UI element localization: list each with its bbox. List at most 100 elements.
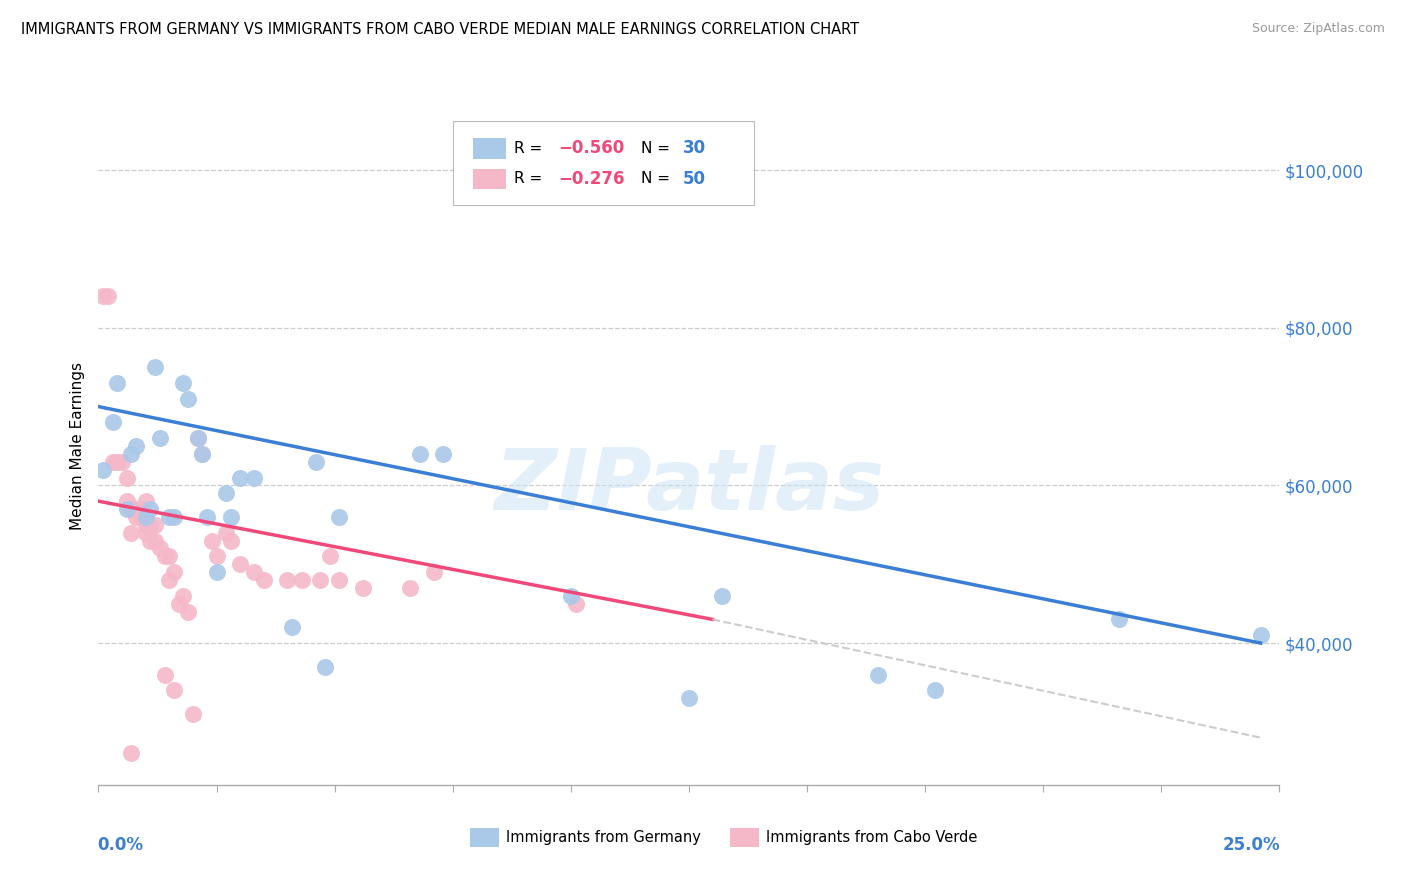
Text: 30: 30 xyxy=(683,139,706,157)
Point xyxy=(143,517,166,532)
Point xyxy=(281,620,304,634)
Point xyxy=(1250,628,1272,642)
Point xyxy=(172,376,194,390)
Point xyxy=(91,463,114,477)
Point xyxy=(866,667,889,681)
Point xyxy=(276,573,298,587)
Point xyxy=(219,533,242,548)
Point xyxy=(328,510,350,524)
Point xyxy=(215,486,238,500)
Point xyxy=(924,683,946,698)
Point xyxy=(163,683,186,698)
Point xyxy=(115,470,138,484)
Point xyxy=(319,549,342,564)
Text: 0.0%: 0.0% xyxy=(97,836,143,854)
Point xyxy=(149,431,172,445)
FancyBboxPatch shape xyxy=(472,169,506,189)
Point xyxy=(121,447,143,461)
Point xyxy=(121,502,143,516)
Point xyxy=(1108,612,1130,626)
Point xyxy=(135,494,157,508)
Point xyxy=(139,517,162,532)
Text: Immigrants from Germany: Immigrants from Germany xyxy=(506,830,700,845)
Point xyxy=(290,573,312,587)
Point xyxy=(243,470,266,484)
Point xyxy=(101,455,124,469)
Point xyxy=(157,573,180,587)
Text: Immigrants from Cabo Verde: Immigrants from Cabo Verde xyxy=(766,830,977,845)
Point xyxy=(125,510,148,524)
Point xyxy=(309,573,332,587)
Point xyxy=(97,289,120,303)
Point xyxy=(105,455,128,469)
FancyBboxPatch shape xyxy=(471,828,499,847)
Point xyxy=(157,549,180,564)
Text: R =: R = xyxy=(515,141,547,156)
Point xyxy=(678,691,700,706)
Point xyxy=(91,289,114,303)
Point xyxy=(121,747,143,761)
Text: −0.560: −0.560 xyxy=(558,139,624,157)
Point xyxy=(172,589,194,603)
Point xyxy=(191,447,214,461)
Point xyxy=(139,533,162,548)
Point xyxy=(135,510,157,524)
Point xyxy=(177,605,200,619)
Point xyxy=(139,502,162,516)
Text: 50: 50 xyxy=(683,169,706,188)
Point xyxy=(129,510,152,524)
Point xyxy=(187,431,209,445)
Text: ZIPatlas: ZIPatlas xyxy=(494,445,884,528)
Point xyxy=(560,589,582,603)
Text: N =: N = xyxy=(641,141,675,156)
Point xyxy=(314,659,336,673)
Text: 25.0%: 25.0% xyxy=(1223,836,1281,854)
Text: IMMIGRANTS FROM GERMANY VS IMMIGRANTS FROM CABO VERDE MEDIAN MALE EARNINGS CORRE: IMMIGRANTS FROM GERMANY VS IMMIGRANTS FR… xyxy=(21,22,859,37)
Text: Source: ZipAtlas.com: Source: ZipAtlas.com xyxy=(1251,22,1385,36)
Point xyxy=(125,439,148,453)
Point xyxy=(153,549,176,564)
Point xyxy=(229,470,252,484)
Point xyxy=(352,581,374,595)
Point xyxy=(135,525,157,540)
Point xyxy=(101,415,124,429)
Point xyxy=(135,517,157,532)
Point xyxy=(153,667,176,681)
FancyBboxPatch shape xyxy=(453,120,754,205)
Point xyxy=(143,533,166,548)
Point xyxy=(125,502,148,516)
Point xyxy=(399,581,422,595)
Point xyxy=(167,597,190,611)
Point xyxy=(157,510,180,524)
Point xyxy=(201,533,224,548)
Point xyxy=(253,573,276,587)
Point xyxy=(205,565,228,579)
Point xyxy=(163,510,186,524)
Point xyxy=(432,447,454,461)
Point xyxy=(177,392,200,406)
Text: R =: R = xyxy=(515,171,547,186)
Point xyxy=(181,706,204,721)
Point xyxy=(215,525,238,540)
Point xyxy=(229,558,252,572)
Y-axis label: Median Male Earnings: Median Male Earnings xyxy=(69,362,84,530)
Point xyxy=(219,510,242,524)
Point xyxy=(187,431,209,445)
Point xyxy=(143,360,166,375)
FancyBboxPatch shape xyxy=(730,828,759,847)
Text: N =: N = xyxy=(641,171,675,186)
Point xyxy=(195,510,218,524)
Point xyxy=(111,455,134,469)
Point xyxy=(305,455,328,469)
Point xyxy=(163,565,186,579)
Point xyxy=(423,565,446,579)
Text: −0.276: −0.276 xyxy=(558,169,624,188)
Point xyxy=(115,502,138,516)
Point xyxy=(243,565,266,579)
Point xyxy=(149,541,172,556)
Point xyxy=(328,573,350,587)
Point xyxy=(408,447,430,461)
Point xyxy=(564,597,586,611)
FancyBboxPatch shape xyxy=(472,138,506,159)
Point xyxy=(129,502,152,516)
